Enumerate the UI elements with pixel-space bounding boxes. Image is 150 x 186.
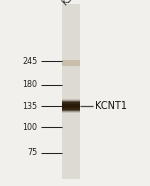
Bar (62, 102, 80, 110)
Text: 135: 135 (22, 102, 38, 110)
Text: KCNT1: KCNT1 (95, 101, 127, 111)
Bar (62, 4, 80, 179)
Text: 245: 245 (22, 57, 38, 66)
Bar (62, 99, 80, 113)
Bar (62, 101, 80, 111)
Text: 180: 180 (22, 80, 38, 89)
Text: K562: K562 (60, 0, 82, 7)
Bar (62, 60, 80, 66)
Bar (62, 100, 80, 112)
Text: 75: 75 (27, 148, 38, 157)
Bar (62, 104, 80, 108)
Text: 100: 100 (22, 123, 38, 132)
